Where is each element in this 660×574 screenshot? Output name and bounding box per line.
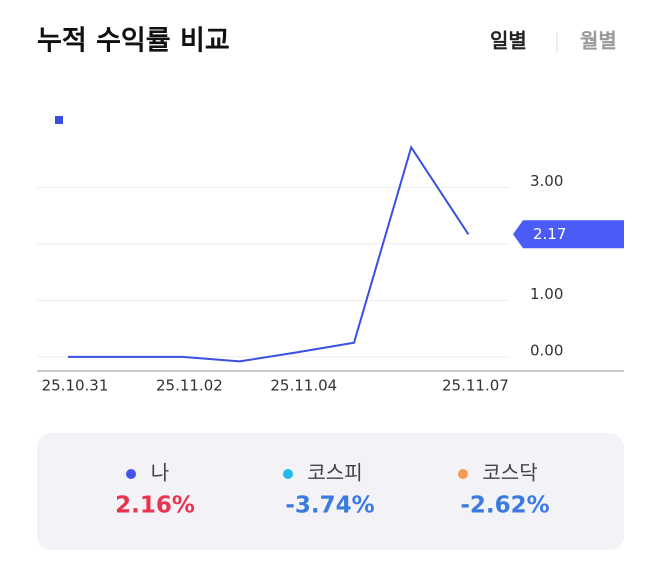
line <box>68 144 470 363</box>
legend-dot <box>283 469 293 479</box>
summary-value: -3.74% <box>285 493 374 519</box>
summary-value: -2.62% <box>460 493 549 519</box>
y-tick-label: 1.00 <box>530 285 563 303</box>
tab-monthly[interactable]: 월별 <box>580 29 617 53</box>
plot: 0.001.002.003.0025.10.3125.11.0225.11.04… <box>37 116 624 395</box>
summary-card <box>37 433 624 550</box>
y-tick-label: 3.00 <box>530 172 563 190</box>
legend-name: 코스피 <box>307 461 362 485</box>
legend-marker <box>55 116 63 124</box>
value-badge-label: 2.17 <box>533 225 566 243</box>
summary: 나 2.16% 코스피 -3.74% 코스닥 -2.62% <box>115 461 550 519</box>
summary-value: 2.16% <box>115 493 195 519</box>
x-tick-label: 25.11.07 <box>442 377 509 395</box>
value-badge <box>513 220 624 249</box>
x-tick-label: 25.11.02 <box>156 377 223 395</box>
legend-name: 코스닥 <box>482 461 537 485</box>
tab-daily[interactable]: 일별 <box>490 29 527 53</box>
title: 누적 수익률 비교 <box>37 26 230 57</box>
legend-dot <box>126 469 136 479</box>
x-tick-label: 25.11.04 <box>270 377 337 395</box>
legend-dot <box>458 469 468 479</box>
x-tick-label: 25.10.31 <box>42 377 109 395</box>
legend-name: 나 <box>151 461 169 485</box>
y-tick-label: 0.00 <box>530 341 563 359</box>
